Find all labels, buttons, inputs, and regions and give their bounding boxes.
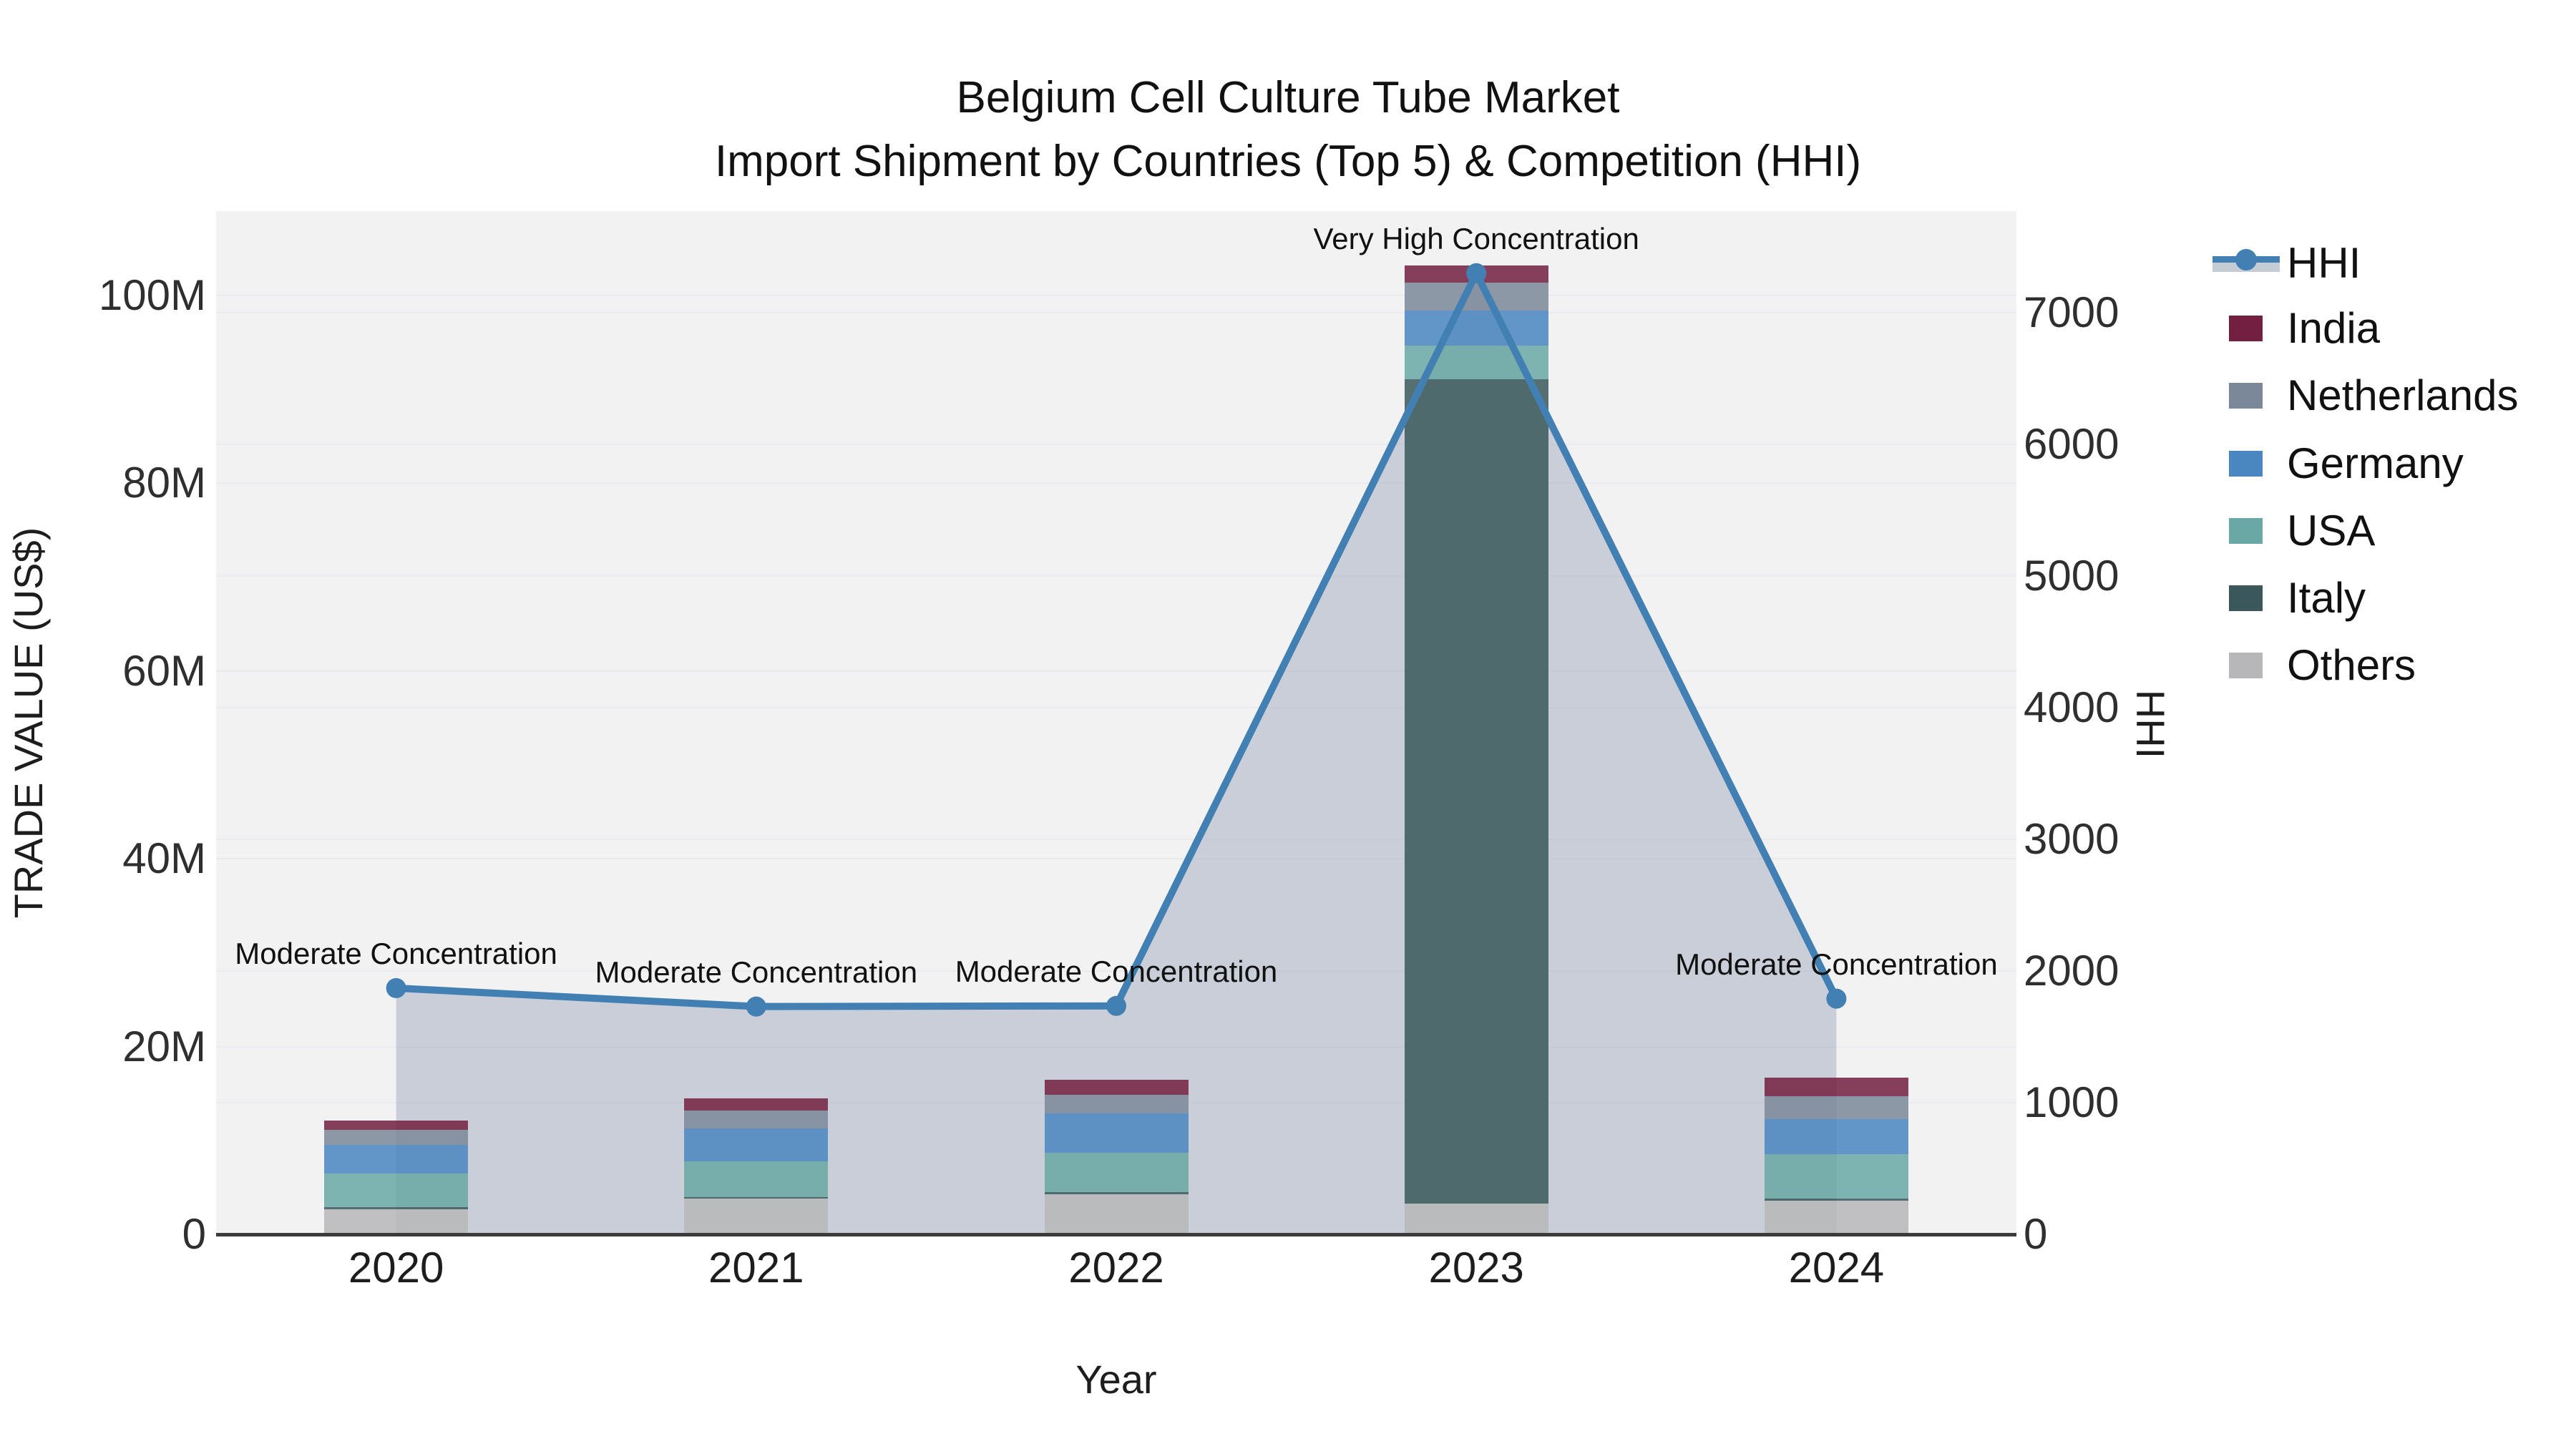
x-tick-2020: 2020 [348,1244,444,1292]
bar-2020-germany [324,1145,469,1174]
x-tick-2023: 2023 [1428,1244,1524,1292]
bar-2022-others [1044,1194,1189,1234]
gridline-trade-100M [216,295,2016,296]
annotation-2024: Moderate Concentration [1675,947,1998,981]
legend-swatch-others [2229,653,2263,678]
y-right-tick-4000: 4000 [2024,683,2119,731]
y-right-tick-1000: 1000 [2024,1078,2119,1126]
x-tick-2024: 2024 [1788,1244,1885,1292]
hhi-marker-2024 [1826,988,1847,1009]
gridline-hhi-5000 [216,575,2016,577]
bar-2023-netherlands [1404,282,1548,311]
legend-label: India [2287,304,2381,352]
legend-swatch-india [2229,316,2263,341]
y-right-tick-3000: 3000 [2024,815,2119,863]
annotation-2022: Moderate Concentration [955,954,1278,988]
bar-2020-india [324,1121,469,1131]
bar-2021-others [684,1199,829,1234]
bar-2021-germany [684,1128,829,1161]
chart-title: Belgium Cell Culture Tube Market Import … [0,66,2576,193]
bar-2020-netherlands [324,1130,469,1146]
y-right-tick-0: 0 [2024,1210,2048,1258]
bar-2020-usa [324,1173,469,1207]
bar-2021-italy [684,1196,829,1199]
gridline-hhi-7000 [216,312,2016,313]
gridline-trade-40M [216,858,2016,860]
y-left-tick-80M: 80M [122,459,206,507]
gridline-trade-60M [216,670,2016,672]
bar-2024-netherlands [1764,1096,1908,1119]
bar-2021-india [684,1098,829,1111]
hhi-line-layer [386,263,1847,1017]
gridline-hhi-2000 [216,970,2016,972]
y-left-tick-40M: 40M [122,834,206,883]
bar-2020-others [324,1209,469,1234]
x-tick-2022: 2022 [1068,1244,1164,1292]
legend-label: HHI [2287,239,2361,287]
bar-2024-india [1764,1077,1908,1097]
bar-2024-others [1764,1200,1908,1234]
legend-item-germany[interactable]: Germany [2212,442,2549,485]
y-axis-right-title: HHI [2128,689,2173,759]
bar-2021-usa [684,1161,829,1197]
y-right-tick-7000: 7000 [2024,288,2119,336]
legend-label: USA [2287,507,2376,555]
gridline-trade-80M [216,482,2016,484]
annotation-2023: Very High Concentration [1313,221,1639,255]
bar-2023-italy [1404,379,1548,1204]
gridline-hhi-6000 [216,444,2016,445]
bar-2024-usa [1764,1154,1908,1199]
bar-2023-others [1404,1203,1548,1234]
bar-2022-usa [1044,1152,1189,1192]
hhi-legend-sample-icon [2212,249,2280,278]
y-right-tick-6000: 6000 [2024,420,2119,468]
hhi-marker-2021 [746,996,766,1017]
legend-swatch-italy [2229,585,2263,611]
hhi-marker-2020 [386,977,406,998]
bar-2024-germany [1764,1118,1908,1155]
hhi-marker-2022 [1106,995,1126,1016]
bar-2022-india [1044,1079,1189,1095]
legend-item-others[interactable]: Others [2212,644,2549,687]
legend-item-india[interactable]: India [2212,307,2549,350]
hhi-marker-2023 [1466,263,1487,283]
y-left-tick-100M: 100M [98,271,206,319]
legend-swatch-germany [2229,451,2263,477]
legend-label: Others [2287,641,2416,689]
hhi-legend-marker-icon [2235,249,2257,270]
bar-2021-netherlands [684,1110,829,1128]
x-axis-line [216,1233,2016,1236]
bar-2022-germany [1044,1113,1189,1153]
gridline-hhi-3000 [216,839,2016,840]
bar-2024-italy [1764,1199,1908,1201]
legend-item-usa[interactable]: USA [2212,509,2549,552]
x-axis-title: Year [1075,1357,1157,1402]
y-left-tick-0: 0 [182,1210,206,1258]
y-right-tick-5000: 5000 [2024,552,2119,600]
legend-item-hhi[interactable]: HHI [2212,242,2549,285]
legend-label: Germany [2287,439,2464,487]
annotation-2020: Moderate Concentration [235,936,557,970]
legend-label: Netherlands [2287,371,2519,419]
chart-title-line1: Belgium Cell Culture Tube Market [956,73,1620,122]
legend-swatch-netherlands [2229,383,2263,409]
bar-2023-germany [1404,310,1548,346]
bar-2020-italy [324,1206,469,1209]
bar-2022-netherlands [1044,1094,1189,1113]
y-right-tick-2000: 2000 [2024,947,2119,995]
chart-title-line2: Import Shipment by Countries (Top 5) & C… [714,137,1862,186]
hhi-line [396,265,1840,1010]
y-left-tick-20M: 20M [122,1022,206,1070]
annotation-2021: Moderate Concentration [595,955,918,989]
x-tick-2021: 2021 [708,1244,804,1292]
bar-2022-italy [1044,1191,1189,1194]
legend-item-netherlands[interactable]: Netherlands [2212,374,2549,417]
legend-label: Italy [2287,574,2366,622]
legend-swatch-usa [2229,518,2263,544]
legend-item-italy[interactable]: Italy [2212,577,2549,620]
y-left-tick-60M: 60M [122,646,206,695]
gridline-hhi-4000 [216,707,2016,708]
